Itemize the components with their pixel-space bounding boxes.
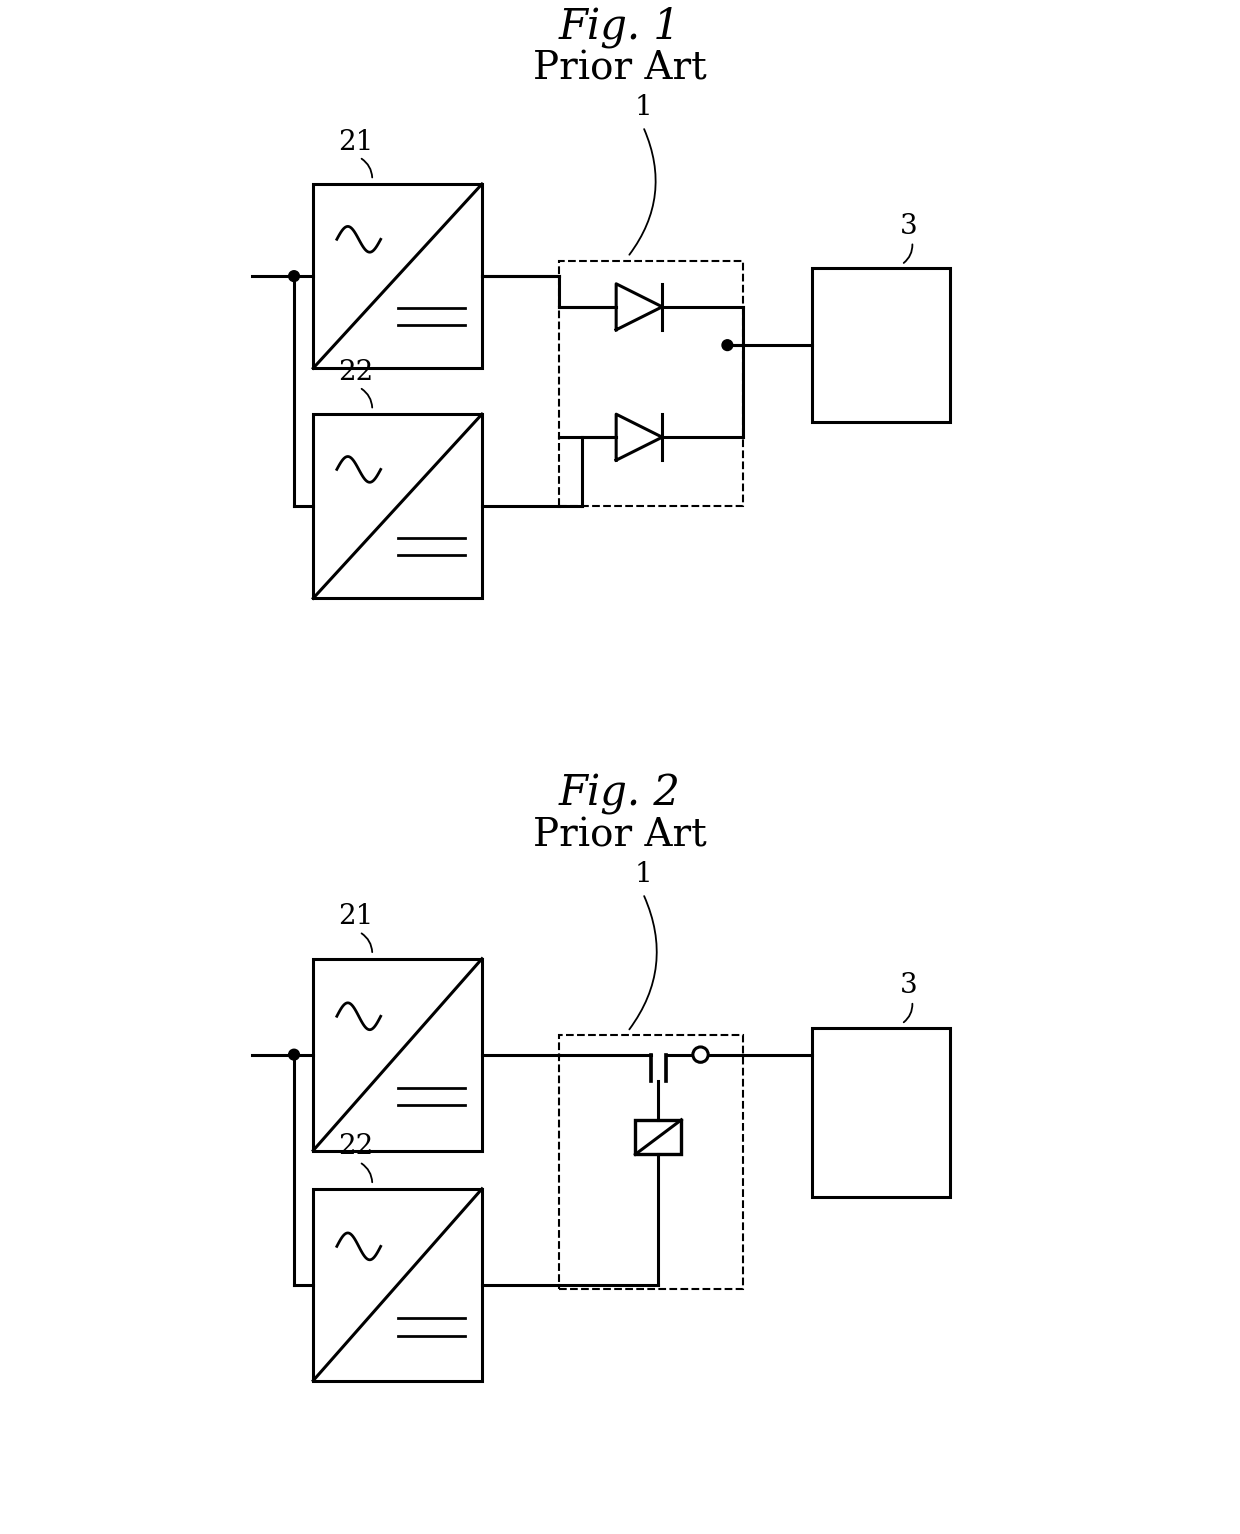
Text: 21: 21	[337, 129, 373, 155]
Bar	[314, 184, 482, 368]
Text: 22: 22	[337, 359, 373, 385]
Text: 3: 3	[899, 213, 918, 239]
Circle shape	[693, 1046, 708, 1063]
Text: Fig. 1: Fig. 1	[559, 6, 681, 48]
Text: 1: 1	[634, 861, 652, 888]
Bar	[559, 1035, 743, 1289]
Text: 1: 1	[634, 94, 652, 121]
Text: 21: 21	[337, 904, 373, 930]
Bar	[812, 1028, 950, 1197]
Text: Fig. 2: Fig. 2	[559, 773, 681, 815]
Circle shape	[289, 270, 299, 281]
Text: 3: 3	[899, 973, 918, 999]
Text: Prior Art: Prior Art	[533, 818, 707, 854]
Circle shape	[722, 341, 733, 351]
Circle shape	[289, 1049, 299, 1060]
Bar	[559, 261, 743, 506]
Text: Prior Art: Prior Art	[533, 51, 707, 87]
Bar	[314, 1189, 482, 1381]
Bar	[314, 414, 482, 598]
Bar	[812, 268, 950, 422]
Bar	[635, 1120, 681, 1154]
Bar	[314, 959, 482, 1150]
Text: 22: 22	[337, 1134, 373, 1160]
